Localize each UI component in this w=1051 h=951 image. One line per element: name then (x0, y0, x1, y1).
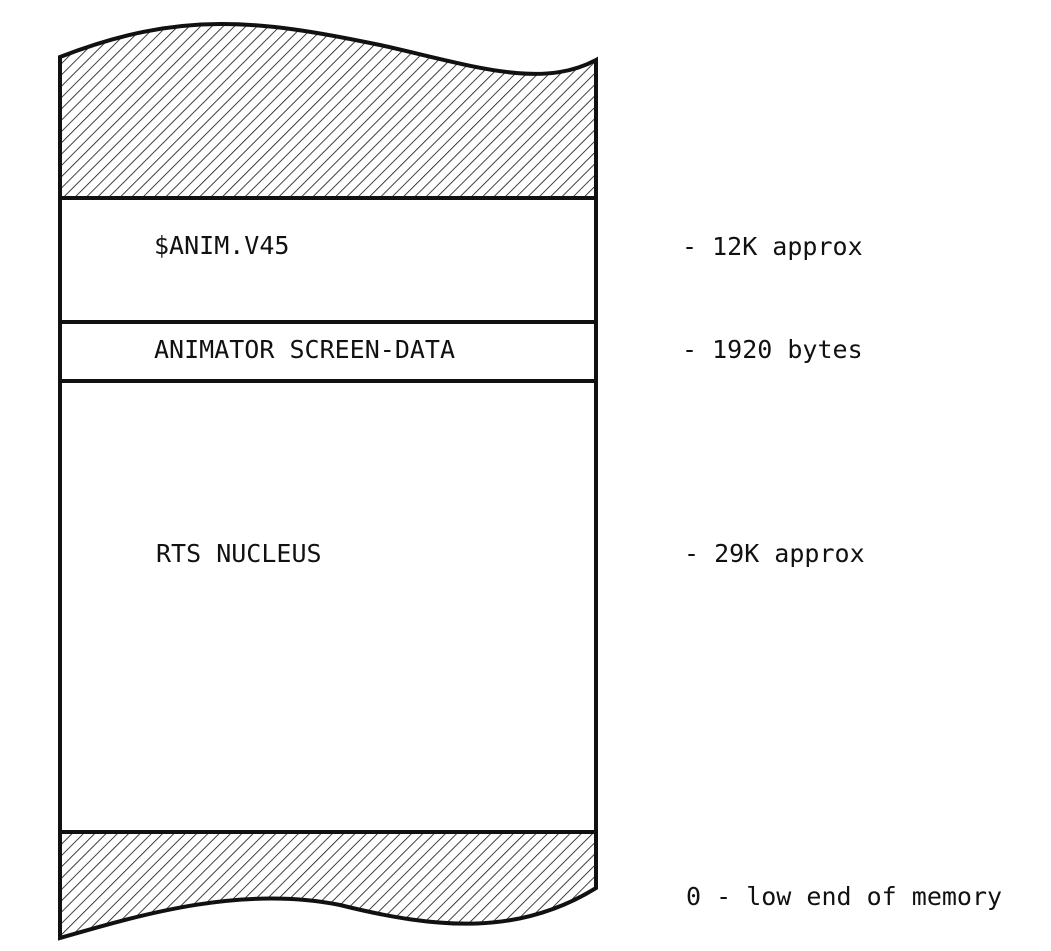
segment-label-screen-data: ANIMATOR SCREEN-DATA (154, 335, 456, 364)
segment-size-screen-data: - 1920 bytes (682, 335, 863, 364)
bottom-hatched-region (58, 830, 598, 941)
segment-label-anim: $ANIM.V45 (154, 231, 290, 260)
low-memory-note: 0 - low end of memory (686, 882, 1003, 911)
segment-label-rts-nucleus: RTS NUCLEUS (156, 539, 322, 568)
memory-column (58, 196, 598, 834)
segment-size-anim: - 12K approx (682, 232, 863, 261)
top-hatched-region (58, 22, 598, 200)
segment-size-rts-nucleus: - 29K approx (684, 539, 865, 568)
